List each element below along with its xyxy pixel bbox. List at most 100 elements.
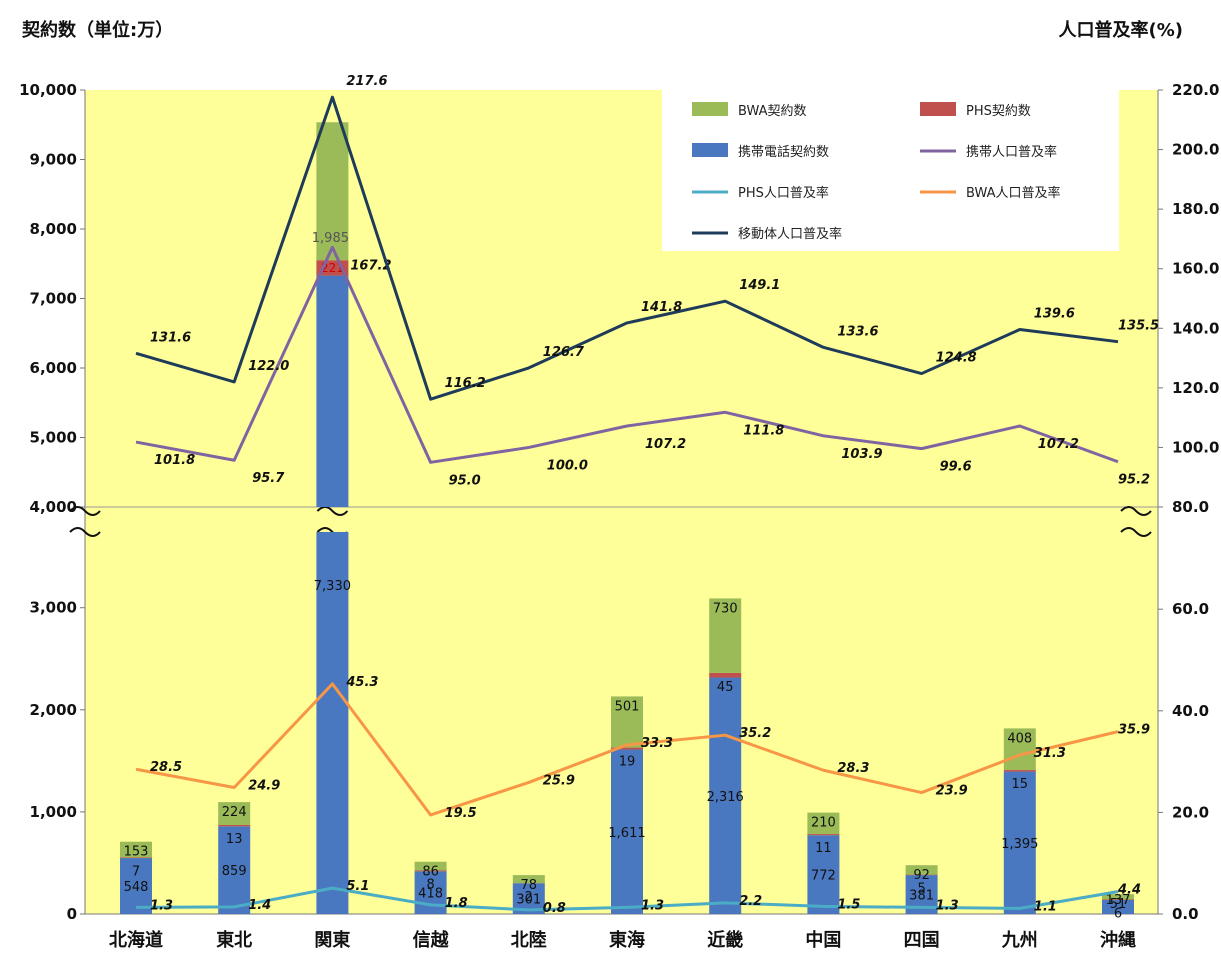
line-phs-rate-label: 0.8 — [543, 901, 566, 916]
right-axis-tick-label: 0.0 — [1172, 905, 1199, 923]
right-axis-tick-label: 120.0 — [1172, 379, 1219, 397]
bar-label-mobile: 772 — [811, 869, 836, 884]
bar-label-bwa: 730 — [713, 601, 738, 616]
line-phs-rate — [135, 886, 1119, 912]
bar-label-mobile: 301 — [516, 893, 541, 908]
bar-label-phs: 7 — [132, 864, 140, 879]
category-label: 北海道 — [109, 929, 163, 951]
category-label: 北陸 — [511, 929, 547, 951]
line-bwa-rate-label: 33.3 — [641, 736, 673, 751]
category-label: 四国 — [904, 930, 940, 951]
legend-label: PHS人口普及率 — [738, 185, 829, 201]
line-total-rate-label: 122.0 — [248, 359, 289, 374]
bar-bwa — [1102, 894, 1134, 900]
line-phs-rate-label: 5.1 — [346, 879, 369, 894]
left-axis-tick-label: 6,000 — [30, 359, 77, 377]
line-bwa-rate-label: 35.2 — [739, 726, 771, 741]
line-bwa-rate-label: 45.3 — [345, 675, 378, 690]
bar-phs — [611, 747, 643, 750]
bar-bwa — [218, 802, 251, 825]
bar-label-bwa: 224 — [222, 805, 247, 820]
line-mobile-rate-label: 95.7 — [252, 471, 285, 486]
legend-swatch — [920, 102, 956, 116]
bar-label-bwa: 408 — [1007, 731, 1032, 746]
right-axis-tick-label: 100.0 — [1172, 438, 1219, 456]
left-axis-tick-label: 4,000 — [30, 498, 77, 516]
left-axis-tick-label: 3,000 — [30, 599, 77, 617]
legend-label: 携帯電話契約数 — [738, 144, 829, 160]
category-label: 東北 — [216, 929, 252, 951]
legend-box — [662, 88, 1119, 251]
line-phs-rate-label: 4.4 — [1117, 883, 1141, 898]
line-mobile-rate-label: 95.2 — [1118, 473, 1150, 488]
left-axis-tick-label: 9,000 — [30, 151, 77, 169]
line-phs-rate-label: 1.3 — [150, 898, 173, 913]
bar-bwa — [414, 861, 447, 871]
line-total-rate-label: 116.2 — [445, 376, 486, 391]
bar-bwa — [709, 598, 742, 673]
line-total-rate-label: 217.6 — [346, 74, 387, 89]
bar-phs — [1102, 899, 1134, 901]
line-total-rate-label: 141.8 — [641, 300, 682, 315]
line-total-rate-label: 126.7 — [543, 345, 585, 360]
bar-label-bwa: 92 — [913, 868, 930, 883]
bar-phs — [218, 824, 251, 827]
line-mobile-rate-label: 100.0 — [547, 458, 588, 473]
line-mobile-rate-label: 101.8 — [154, 453, 195, 468]
left-axis-tick-label: 10,000 — [19, 81, 77, 99]
bar-bwa — [905, 865, 938, 875]
line-mobile-rate-label: 95.0 — [449, 473, 481, 488]
right-axis-tick-label: 180.0 — [1172, 200, 1219, 218]
bar-phs — [120, 857, 152, 859]
bar-mobile — [709, 677, 742, 914]
line-bwa-rate-label: 35.9 — [1118, 723, 1150, 738]
axis-break-left — [69, 506, 101, 516]
bar-phs — [807, 834, 840, 836]
category-label: 近畿 — [707, 929, 743, 951]
line-phs-rate-label: 1.1 — [1034, 899, 1057, 914]
left-axis-tick-label: 8,000 — [30, 220, 77, 238]
right-axis-tick-label: 40.0 — [1172, 702, 1209, 720]
bar-label-mobile: 418 — [418, 887, 443, 902]
right-axis-tick-label: 220.0 — [1172, 81, 1219, 99]
line-phs-rate-label: 1.4 — [248, 898, 271, 913]
bar-bwa — [316, 122, 349, 261]
line-bwa-rate-label: 24.9 — [248, 779, 280, 794]
line-bwa-rate-label: 28.5 — [150, 760, 182, 775]
line-bwa-rate-label: 23.9 — [936, 784, 968, 799]
bar-bwa — [512, 875, 545, 884]
line-mobile-rate-label: 111.8 — [743, 423, 784, 438]
line-total-rate-label: 131.6 — [150, 330, 191, 345]
category-label: 関東 — [314, 929, 350, 951]
axis-break-bar — [316, 506, 349, 516]
bar-phs — [709, 672, 742, 678]
legend-label: 移動体人口普及率 — [738, 226, 842, 242]
line-mobile-rate — [135, 245, 1119, 464]
category-label: 沖縄 — [1100, 929, 1136, 951]
bar-label-phs: 11 — [815, 841, 832, 856]
line-phs-rate-label: 1.3 — [641, 898, 664, 913]
line-bwa-rate-label: 19.5 — [445, 806, 477, 821]
bar-label-mobile: 548 — [124, 880, 149, 895]
line-total-rate-label: 133.6 — [837, 324, 878, 339]
bar-bwa — [807, 812, 840, 835]
bar-bwa — [611, 696, 643, 748]
left-axis-tick-label: 0 — [67, 905, 77, 923]
bar-mobile — [1003, 771, 1036, 914]
bar-label-phs: 13 — [226, 832, 243, 847]
legend-label: BWA契約数 — [738, 104, 807, 119]
line-mobile-rate-label: 99.6 — [940, 460, 972, 475]
line-mobile-rate-label: 103.9 — [841, 447, 882, 462]
bar-label-mobile: 859 — [222, 864, 247, 879]
bar-phs — [414, 870, 447, 872]
left-axis-tick-label: 7,000 — [30, 290, 77, 308]
bar-label-phs: 2 — [525, 890, 533, 905]
legend-label: PHS契約数 — [966, 104, 1031, 119]
axis-break-left — [69, 527, 101, 537]
axis-break-right — [1120, 527, 1152, 537]
line-bwa-rate-label: 25.9 — [543, 773, 575, 788]
bar-mobile — [1102, 900, 1134, 914]
bar-label-bwa: 153 — [124, 845, 149, 860]
